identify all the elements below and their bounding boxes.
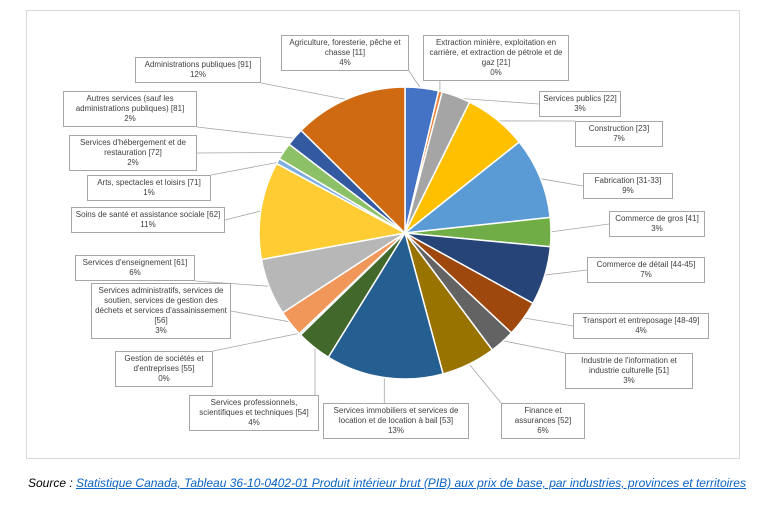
pie-chart bbox=[194, 70, 610, 404]
data-label-category: Commerce de détail [44-45] bbox=[596, 260, 696, 269]
leader-line bbox=[467, 362, 502, 404]
data-label: Industrie de l'information et industrie … bbox=[565, 353, 693, 389]
leader-line bbox=[260, 82, 350, 101]
data-label-category: Services professionnels, scientifiques e… bbox=[199, 398, 309, 417]
leader-line bbox=[210, 161, 280, 176]
data-label: Gestion de sociétés et d'entreprises [55… bbox=[115, 351, 213, 387]
data-label-percent: 0% bbox=[158, 374, 170, 383]
data-label-percent: 0% bbox=[490, 68, 502, 77]
chart-area: Agriculture, foresterie, pêche et chasse… bbox=[26, 10, 740, 459]
data-label-percent: 7% bbox=[613, 134, 625, 143]
data-label-category: Services d'hébergement et de restauratio… bbox=[79, 138, 187, 157]
leader-line bbox=[542, 269, 588, 276]
data-label-category: Services administratifs, services de sou… bbox=[95, 286, 227, 325]
data-label-percent: 6% bbox=[537, 426, 549, 435]
leader-line bbox=[500, 340, 566, 354]
data-label-category: Commerce de gros [41] bbox=[615, 214, 699, 223]
leader-line bbox=[548, 223, 610, 233]
data-label: Finance et assurances [52] 6% bbox=[501, 403, 585, 439]
data-label-percent: 4% bbox=[635, 326, 647, 335]
data-label-percent: 9% bbox=[622, 186, 634, 195]
data-label-percent: 2% bbox=[127, 158, 139, 167]
data-label-category: Gestion de sociétés et d'entreprises [55… bbox=[124, 354, 204, 373]
data-label-percent: 4% bbox=[339, 58, 351, 67]
data-label-category: Administrations publiques [91] bbox=[144, 60, 252, 69]
data-label: Agriculture, foresterie, pêche et chasse… bbox=[281, 35, 409, 71]
leader-line bbox=[230, 310, 293, 323]
data-label-category: Arts, spectacles et loisirs [71] bbox=[97, 178, 201, 187]
data-label-category: Industrie de l'information et industrie … bbox=[581, 356, 677, 375]
leader-line bbox=[455, 97, 540, 105]
pie-slice bbox=[327, 231, 444, 380]
data-label-category: Extraction minière, exploitation en carr… bbox=[429, 38, 563, 67]
leader-line bbox=[194, 280, 272, 287]
data-label-category: Soins de santé et assistance sociale [62… bbox=[75, 210, 221, 219]
data-label-percent: 4% bbox=[248, 418, 260, 427]
leader-line bbox=[224, 210, 263, 221]
data-label-percent: 7% bbox=[640, 270, 652, 279]
data-label-percent: 13% bbox=[387, 426, 404, 435]
leader-line bbox=[408, 70, 423, 91]
data-label: Administrations publiques [91] 12% bbox=[135, 57, 261, 83]
data-label-percent: 3% bbox=[623, 376, 635, 385]
data-label-category: Fabrication [31-33] bbox=[594, 176, 662, 185]
leader-line bbox=[538, 177, 584, 187]
data-label-category: Transport et entreposage [48-49] bbox=[582, 316, 700, 325]
pie-slice bbox=[402, 141, 551, 235]
data-label-percent: 3% bbox=[651, 224, 663, 233]
data-label-category: Agriculture, foresterie, pêche et chasse… bbox=[289, 38, 401, 57]
data-label-category: Services immobiliers et services de loca… bbox=[333, 406, 459, 425]
leader-line bbox=[521, 317, 574, 327]
data-label: Fabrication [31-33] 9% bbox=[583, 173, 673, 199]
data-label-percent: 11% bbox=[140, 220, 156, 229]
data-label: Construction [23] 7% bbox=[575, 121, 663, 147]
data-label: Services publics [22] 3% bbox=[539, 91, 621, 117]
data-label: Services professionnels, scientifiques e… bbox=[189, 395, 319, 431]
source-prefix: Source : bbox=[28, 476, 77, 490]
data-label-percent: 1% bbox=[143, 188, 155, 197]
leader-line bbox=[196, 126, 297, 139]
data-label: Services d'hébergement et de restauratio… bbox=[69, 135, 197, 171]
pie-slices bbox=[258, 86, 552, 380]
data-label: Services immobiliers et services de loca… bbox=[323, 403, 469, 439]
data-label: Commerce de gros [41] 3% bbox=[609, 211, 705, 237]
data-label: Commerce de détail [44-45] 7% bbox=[587, 257, 705, 283]
data-label: Extraction minière, exploitation en carr… bbox=[423, 35, 569, 81]
data-label-percent: 6% bbox=[129, 268, 141, 277]
data-label: Services administratifs, services de sou… bbox=[91, 283, 231, 339]
data-label: Autres services (sauf les administration… bbox=[63, 91, 197, 127]
data-label: Arts, spectacles et loisirs [71] 1% bbox=[87, 175, 211, 201]
data-label-category: Services d'enseignement [61] bbox=[82, 258, 188, 267]
data-label-percent: 3% bbox=[574, 104, 586, 113]
data-label-category: Services publics [22] bbox=[543, 94, 617, 103]
leader-lines bbox=[194, 70, 610, 404]
leader-line bbox=[196, 152, 286, 154]
data-label: Services d'enseignement [61] 6% bbox=[75, 255, 195, 281]
data-label-category: Construction [23] bbox=[588, 124, 650, 133]
pie-slice bbox=[300, 86, 406, 235]
data-label: Transport et entreposage [48-49] 4% bbox=[573, 313, 709, 339]
pie-slice bbox=[258, 162, 408, 261]
data-label: Soins de santé et assistance sociale [62… bbox=[71, 207, 225, 233]
leader-line bbox=[212, 332, 302, 352]
source-link[interactable]: Statistique Canada, Tableau 36-10-0402-0… bbox=[76, 476, 746, 490]
data-label-category: Autres services (sauf les administration… bbox=[75, 94, 185, 113]
source-note: Source : Statistique Canada, Tableau 36-… bbox=[28, 475, 748, 491]
data-label-percent: 12% bbox=[189, 70, 206, 79]
data-label-percent: 2% bbox=[124, 114, 136, 123]
data-label-percent: 3% bbox=[155, 326, 167, 335]
data-label-category: Finance et assurances [52] bbox=[514, 406, 572, 425]
